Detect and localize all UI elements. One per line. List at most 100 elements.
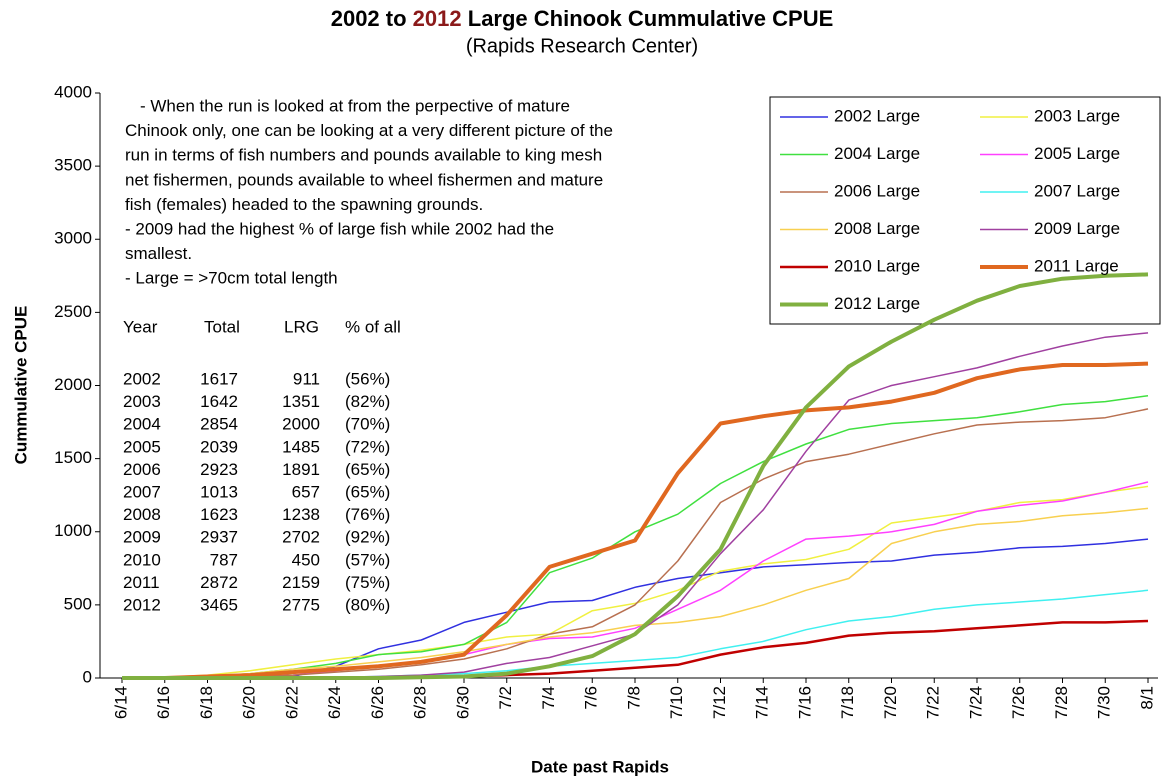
table-cell: 1891	[282, 460, 320, 479]
table-cell: (72%)	[345, 437, 390, 456]
legend-label: 2010 Large	[834, 256, 920, 275]
table-cell: 2159	[282, 573, 320, 592]
x-axis-title: Date past Rapids	[531, 757, 669, 776]
table-cell: (75%)	[345, 573, 390, 592]
legend-label: 2004 Large	[834, 144, 920, 163]
table-header: Total	[204, 317, 240, 336]
table-cell: 911	[293, 369, 320, 388]
series-line	[122, 507, 1149, 679]
x-tick-label: 7/18	[838, 686, 857, 719]
table-cell: 657	[292, 482, 320, 501]
x-tick-label: 7/10	[667, 686, 686, 719]
table-cell: 787	[210, 550, 238, 569]
series-line	[122, 538, 1149, 679]
table-cell: (65%)	[345, 482, 390, 501]
table-cell: 2010	[123, 550, 161, 569]
table-cell: 2702	[282, 528, 320, 547]
table-cell: 2039	[200, 437, 238, 456]
x-tick-label: 7/6	[582, 686, 601, 710]
x-tick-label: 7/24	[966, 686, 985, 719]
x-tick-label: 7/28	[1052, 686, 1071, 719]
y-tick-label: 500	[64, 594, 92, 613]
table-cell: (82%)	[345, 392, 390, 411]
table-header: LRG	[284, 317, 319, 336]
title-part: Large Chinook Cummulative CPUE	[468, 6, 834, 31]
title-highlight: 2012	[413, 6, 462, 31]
legend-label: 2005 Large	[1034, 144, 1120, 163]
chart-title: 2002 to 2012 Large Chinook Cummulative C…	[331, 6, 834, 31]
y-tick-label: 1000	[54, 521, 92, 540]
x-tick-label: 8/1	[1137, 686, 1156, 710]
table-cell: 1351	[282, 392, 320, 411]
annotation-line: - Large = >70cm total length	[125, 269, 338, 288]
y-tick-label: 2000	[54, 375, 92, 394]
table-cell: 1623	[200, 505, 238, 524]
table-cell: 2009	[123, 528, 161, 547]
series-line	[122, 408, 1149, 679]
legend-label: 2003 Large	[1034, 106, 1120, 125]
table-cell: (92%)	[345, 528, 390, 547]
x-tick-label: 6/22	[282, 686, 301, 719]
y-axis-title: Cummulative CPUE	[11, 306, 30, 465]
x-tick-label: 7/30	[1095, 686, 1114, 719]
series-line	[121, 485, 1149, 679]
x-tick-label: 6/20	[240, 686, 259, 719]
annotation-line: net fishermen, pounds available to wheel…	[125, 170, 603, 189]
annotation-line: - 2009 had the highest % of large fish w…	[125, 219, 554, 238]
table-cell: 2011	[123, 573, 160, 592]
x-tick-label: 6/24	[325, 686, 344, 719]
table-cell: 2005	[123, 437, 161, 456]
legend-label: 2002 Large	[834, 106, 920, 125]
legend-label: 2006 Large	[834, 181, 920, 200]
table-cell: 2000	[282, 415, 320, 434]
x-tick-label: 6/16	[154, 686, 173, 719]
y-tick-label: 3500	[54, 156, 92, 175]
table-cell: 450	[292, 550, 320, 569]
table-cell: 2004	[123, 415, 161, 434]
x-tick-label: 6/18	[197, 686, 216, 719]
series-line	[122, 361, 1149, 680]
table-cell: (76%)	[345, 505, 390, 524]
table-cell: (70%)	[345, 415, 390, 434]
legend-label: 2009 Large	[1034, 219, 1120, 238]
x-tick-label: 7/26	[1009, 686, 1028, 719]
table-header: Year	[123, 317, 158, 336]
table-cell: 2002	[123, 369, 161, 388]
x-tick-label: 7/22	[924, 686, 943, 719]
x-tick-label: 7/4	[539, 686, 558, 710]
y-tick-label: 0	[83, 667, 92, 686]
annotation-line: smallest.	[125, 244, 192, 263]
x-tick-label: 7/14	[753, 686, 772, 719]
table-cell: (65%)	[345, 460, 390, 479]
table-cell: 2012	[123, 595, 161, 614]
x-tick-label: 6/14	[111, 686, 130, 719]
legend-label: 2011 Large	[1034, 256, 1119, 275]
table-cell: 2007	[123, 482, 161, 501]
legend-label: 2007 Large	[1034, 181, 1120, 200]
x-tick-label: 7/20	[881, 686, 900, 719]
table-cell: 2775	[282, 595, 320, 614]
legend-box	[769, 96, 1161, 325]
table-cell: (57%)	[345, 550, 390, 569]
table-header: % of all	[345, 317, 401, 336]
annotation-line: Chinook only, one can be looking at a ve…	[125, 121, 613, 140]
title-part: 2002 to	[331, 6, 407, 31]
series-line	[122, 481, 1149, 679]
y-tick-label: 1500	[54, 448, 92, 467]
chart-subtitle: (Rapids Research Center)	[466, 35, 698, 57]
x-tick-label: 7/16	[795, 686, 814, 719]
table-cell: 1642	[200, 392, 238, 411]
x-tick-label: 7/8	[624, 686, 643, 710]
table-cell: 2006	[123, 460, 161, 479]
annotation-line: run in terms of fish numbers and pounds …	[125, 146, 602, 165]
x-tick-label: 7/2	[496, 686, 515, 710]
y-tick-label: 2500	[54, 302, 92, 321]
table-cell: 1617	[200, 369, 238, 388]
legend-label: 2008 Large	[834, 219, 920, 238]
table-cell: 2937	[200, 528, 238, 547]
series-line	[122, 619, 1149, 680]
table-cell: (56%)	[345, 369, 390, 388]
series-line	[122, 272, 1149, 680]
table-cell: 2008	[123, 505, 161, 524]
